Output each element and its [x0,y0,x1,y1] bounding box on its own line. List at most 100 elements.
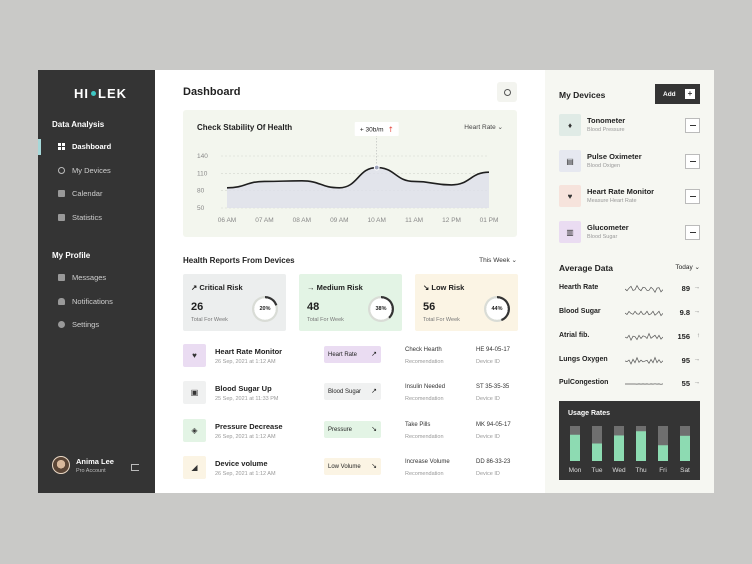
volume-icon: ◢ [183,456,206,479]
area-fill [227,167,489,208]
day-label: Thu [635,467,647,474]
device-item[interactable]: ▤ Pulse Oximeter Blood Oxigen [559,150,700,172]
row-name: Device volume [215,459,268,468]
sidebar-item-statistics[interactable]: Statistics [38,206,155,230]
trend-arrow-icon: → [693,356,701,363]
sidebar-item-calendar[interactable]: Calendar [38,182,155,206]
risk-title: → Medium Risk [307,283,363,292]
row-recommendation: Increase Volume [405,459,450,465]
usage-title: Usage Rates [568,410,611,417]
sparkline [625,310,663,317]
device-item[interactable]: ♥ Heart Rate Monitor Measure Heart Rate [559,185,700,207]
usage-bar-wed[interactable] [614,435,624,461]
logout-icon[interactable] [131,464,139,471]
row-tag[interactable]: Low Volume ↘ [324,458,381,475]
drop-icon: ♦ [559,114,581,136]
risk-value: 48 [307,301,320,313]
row-device-id: DD 86-33-23 [476,459,511,465]
average-data-row[interactable]: Hearth Rate 89 → [559,281,700,295]
table-row[interactable]: ♥ Heart Rate Monitor 26 Sep, 2021 at 1:12 … [183,344,523,370]
search-button[interactable] [497,82,517,102]
risk-card-critical[interactable]: ↗ Critical Risk 26 Total For Week 20% [183,274,286,331]
logo[interactable]: HI LEK [74,86,127,101]
row-device-id-label: Device ID [476,471,500,477]
row-tag[interactable]: Heart Rate ↗ [324,346,381,363]
add-device-button[interactable]: Add + [655,84,700,104]
gear-icon [58,321,65,329]
average-value: 55 [681,379,690,388]
average-label: Lungs Oxygen [559,356,608,363]
user-profile[interactable]: Anima Lee Pro Account [52,456,114,474]
risk-card-low[interactable]: ↘ Low Risk 56 Total For Week 44% [415,274,518,331]
x-tick-label: 07 AM [255,217,273,224]
row-recommendation: Check Hearth [405,347,442,353]
sidebar-item-settings[interactable]: Settings [38,313,155,337]
calendar-icon [58,190,65,198]
device-item[interactable]: ♦ Tonometer Blood Pressure [559,114,700,136]
remove-device-button[interactable] [685,154,700,169]
row-device-id-label: Device ID [476,434,500,440]
usage-bar-sat[interactable] [680,435,690,461]
sugar-icon: ▣ [183,381,206,404]
day-label: Wed [612,467,626,474]
average-data-row[interactable]: Atrial fib. 156 ↑ [559,329,700,343]
average-data-row[interactable]: Blood Sugar 9.8 → [559,305,700,319]
tag-label: Low Volume [328,463,361,470]
table-row[interactable]: ◈ Pressure Decrease 26 Sep, 2021 at 1:12 A… [183,419,523,445]
sidebar-item-label: My Devices [72,165,111,175]
arrow-up-icon: ↑ [388,125,394,134]
tag-label: Heart Rate [328,351,358,358]
y-tick-label: 110 [197,170,208,177]
sparkline [625,356,663,365]
average-label: Blood Sugar [559,308,601,315]
device-item[interactable]: ▥ Glucometer Blood Sugar [559,221,700,243]
usage-bar-fri[interactable] [658,445,668,461]
sidebar-item-my-devices[interactable]: My Devices [38,159,155,183]
today-dropdown[interactable]: Today ⌄ [675,263,700,271]
risk-percent: 38% [375,306,387,312]
row-device-id-label: Device ID [476,359,500,365]
arrow-icon: ↗ [371,351,377,358]
risk-subtitle: Total For Week [423,317,460,323]
device-subtitle: Blood Pressure [587,127,625,133]
sidebar-item-messages[interactable]: Messages [38,266,155,290]
risk-card-medium[interactable]: → Medium Risk 48 Total For Week 38% [299,274,402,331]
x-tick-label: 11 AM [405,217,423,224]
remove-device-button[interactable] [685,189,700,204]
usage-bar-thu[interactable] [636,431,646,461]
page-title: Dashboard [183,86,241,98]
table-row[interactable]: ◢ Device volume 26 Sep, 2021 at 1:12 AM Low… [183,456,523,482]
risk-percent: 44% [491,306,503,312]
sidebar-item-dashboard[interactable]: Dashboard [38,135,155,159]
right-panel: My Devices Add + ♦ Tonometer Blood Pressur… [545,70,714,493]
week-dropdown[interactable]: This Week ⌄ [479,256,517,264]
remove-device-button[interactable] [685,118,700,133]
chart-title: Check Stability Of Health [197,123,293,132]
chevron-down-icon: ⌄ [511,257,517,264]
mail-icon [58,274,65,282]
average-value: 156 [677,332,690,341]
sidebar-item-label: Dashboard [72,142,112,152]
heart-rate-dropdown[interactable]: Heart Rate ⌄ [464,123,503,131]
row-tag[interactable]: Pressure ↘ [324,421,381,438]
remove-device-button[interactable] [685,225,700,240]
heart-rate-line[interactable] [226,166,490,189]
sidebar-item-notifications[interactable]: Notifications [38,290,155,314]
row-date: 26 Sep, 2021 at 1:12 AM [215,434,276,440]
trend-arrow-icon: ↑ [696,332,700,339]
headset-icon [58,166,65,174]
device-subtitle: Blood Sugar [587,234,618,240]
average-label: PulCongestion [559,379,609,386]
usage-bar-tue[interactable] [592,443,602,462]
row-tag[interactable]: Blood Sugar ↗ [324,383,381,400]
day-label: Tue [592,467,603,474]
peak-marker[interactable] [373,164,380,171]
row-name: Pressure Decrease [215,422,283,431]
risk-percent-ring: 20% [252,296,278,322]
average-data-row[interactable]: PulCongestion 55 → [559,376,700,390]
average-data-row[interactable]: Lungs Oxygen 95 → [559,353,700,367]
minus-icon [689,124,696,127]
device-name: Pulse Oximeter [587,152,642,161]
usage-bar-mon[interactable] [570,434,580,461]
table-row[interactable]: ▣ Blood Sugar Up 25 Sep, 2021 at 11:33 PM B… [183,381,523,407]
